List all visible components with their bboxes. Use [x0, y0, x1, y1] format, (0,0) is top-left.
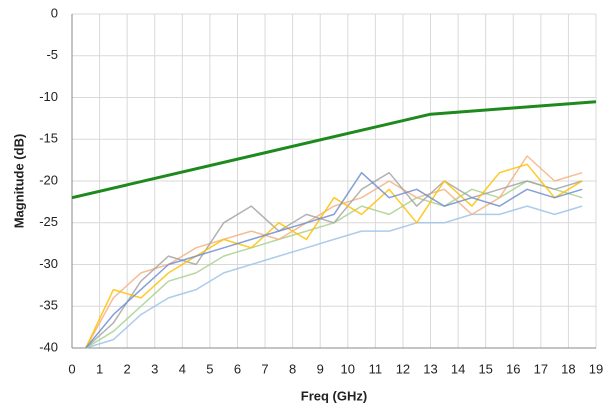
- y-tick-label: -35: [39, 298, 58, 313]
- x-tick-label: 4: [179, 361, 186, 376]
- trace-line: [85, 171, 583, 349]
- x-tick-label: 8: [289, 361, 296, 376]
- x-tick-label: 11: [369, 361, 383, 376]
- y-tick-label: 0: [51, 5, 58, 20]
- x-tick-label: 6: [234, 361, 241, 376]
- x-tick-label: 14: [451, 361, 465, 376]
- trace-line: [85, 205, 583, 349]
- y-tick-label: -40: [39, 339, 58, 354]
- x-tick-label: 2: [124, 361, 131, 376]
- x-tick-label: 18: [561, 361, 575, 376]
- x-tick-label: 12: [396, 361, 410, 376]
- x-tick-label: 19: [589, 361, 603, 376]
- limit-line: [71, 100, 597, 200]
- x-axis-title: Freq (GHz): [301, 388, 367, 403]
- y-tick-label: -25: [39, 214, 58, 229]
- y-tick-label: -10: [39, 89, 58, 104]
- y-tick-label: -20: [39, 172, 58, 187]
- y-axis-title: Magnitude (dB): [11, 134, 26, 229]
- trace-line: [85, 171, 583, 349]
- x-tick-label: 17: [534, 361, 548, 376]
- x-tick-label: 1: [96, 361, 103, 376]
- x-tick-label: 3: [151, 361, 158, 376]
- x-tick-label: 15: [478, 361, 492, 376]
- y-tick-label: -30: [39, 256, 58, 271]
- x-tick-label: 0: [68, 361, 75, 376]
- x-tick-label: 9: [317, 361, 324, 376]
- x-tick-label: 10: [341, 361, 355, 376]
- y-tick-label: -15: [39, 131, 58, 146]
- x-tick-label: 13: [423, 361, 437, 376]
- y-tick-label: -5: [46, 47, 58, 62]
- x-tick-label: 5: [206, 361, 213, 376]
- x-tick-label: 7: [261, 361, 268, 376]
- trace-line: [85, 163, 583, 349]
- x-tick-label: 16: [506, 361, 520, 376]
- trace-line: [85, 155, 583, 349]
